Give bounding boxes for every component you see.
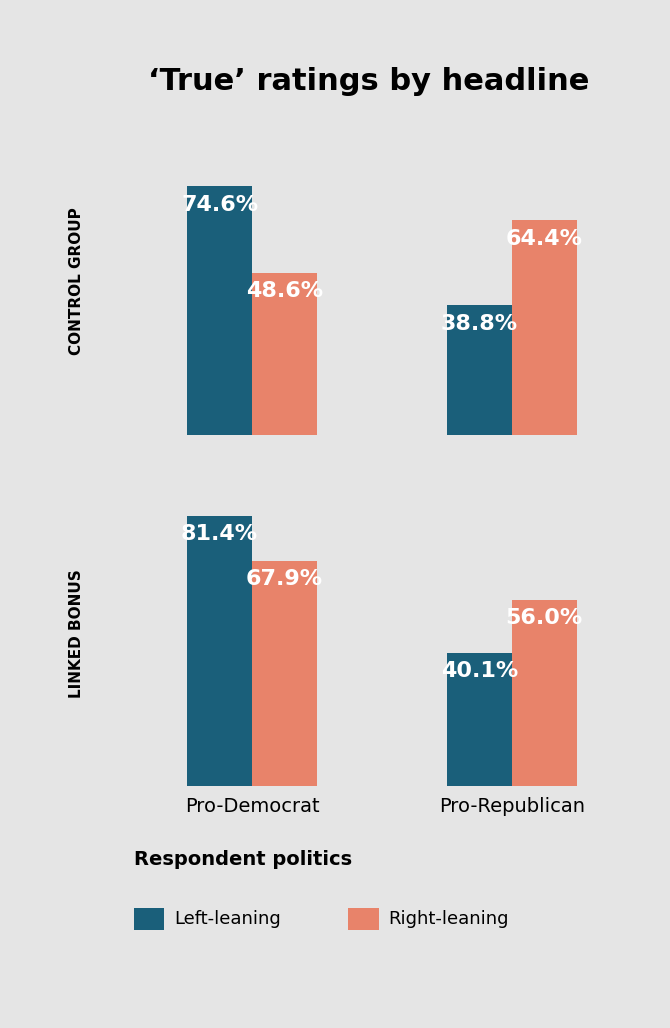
Bar [187, 516, 252, 786]
Text: ‘True’ ratings by headline: ‘True’ ratings by headline [148, 67, 589, 96]
Text: 56.0%: 56.0% [506, 609, 583, 628]
Text: 64.4%: 64.4% [506, 228, 583, 249]
Text: Left-leaning: Left-leaning [174, 910, 281, 928]
Text: 48.6%: 48.6% [246, 282, 323, 301]
Text: 40.1%: 40.1% [441, 661, 518, 682]
Bar [252, 272, 317, 435]
Bar [512, 600, 577, 786]
Text: Right-leaning: Right-leaning [389, 910, 509, 928]
Bar [512, 220, 577, 435]
Bar [252, 560, 317, 786]
Bar [187, 186, 252, 435]
Text: LINKED BONUS: LINKED BONUS [70, 570, 84, 698]
Text: Pro-Democrat: Pro-Democrat [185, 797, 320, 815]
Text: Pro-Republican: Pro-Republican [439, 797, 585, 815]
Text: 81.4%: 81.4% [181, 524, 258, 544]
Bar [447, 653, 512, 786]
Bar [447, 305, 512, 435]
Text: 38.8%: 38.8% [441, 314, 518, 334]
Text: 74.6%: 74.6% [181, 194, 258, 215]
Text: Respondent politics: Respondent politics [134, 850, 352, 869]
Text: CONTROL GROUP: CONTROL GROUP [70, 208, 84, 356]
Text: 67.9%: 67.9% [246, 568, 323, 589]
